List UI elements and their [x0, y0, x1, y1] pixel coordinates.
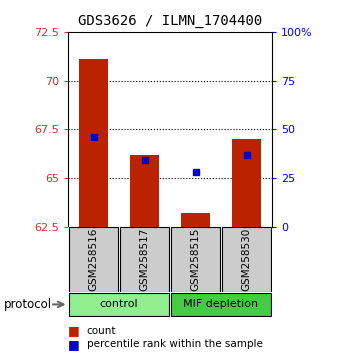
- Bar: [233, 139, 260, 227]
- Bar: [182, 213, 209, 227]
- Text: GSM258516: GSM258516: [88, 228, 99, 291]
- Text: GSM258515: GSM258515: [190, 228, 201, 291]
- Text: ■: ■: [68, 338, 80, 351]
- Bar: [170, 292, 271, 316]
- Bar: [222, 227, 271, 292]
- Text: protocol: protocol: [3, 298, 52, 311]
- Text: percentile rank within the sample: percentile rank within the sample: [87, 339, 262, 349]
- Title: GDS3626 / ILMN_1704400: GDS3626 / ILMN_1704400: [78, 14, 262, 28]
- Text: ■: ■: [68, 325, 80, 337]
- Text: MIF depletion: MIF depletion: [184, 299, 258, 309]
- Bar: [120, 227, 169, 292]
- Bar: [131, 154, 158, 227]
- Bar: [69, 227, 119, 292]
- Text: control: control: [100, 299, 138, 309]
- Bar: [69, 292, 169, 316]
- Bar: [80, 59, 107, 227]
- Bar: [170, 227, 220, 292]
- Text: GSM258517: GSM258517: [139, 228, 150, 291]
- Text: count: count: [87, 326, 116, 336]
- Text: GSM258530: GSM258530: [241, 228, 252, 291]
